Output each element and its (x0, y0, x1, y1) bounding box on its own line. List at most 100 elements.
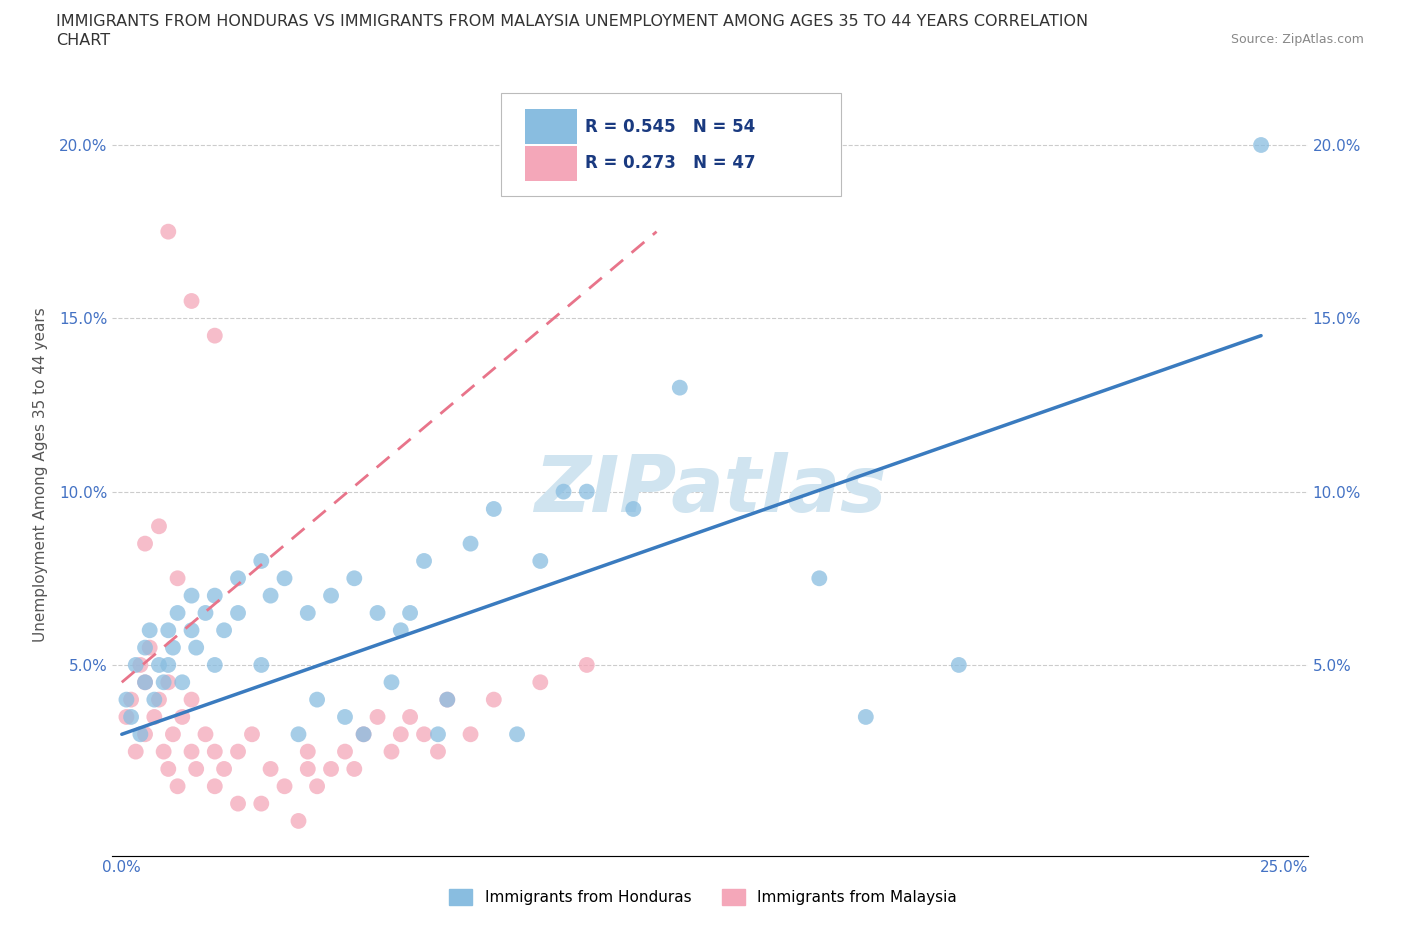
Point (134, 640, 156, 655)
Text: CHART: CHART (56, 33, 110, 47)
Point (529, 675, 551, 690)
Point (162, 727, 184, 742)
Point (436, 692, 458, 707)
Point (212, 623, 235, 638)
Point (297, 762, 319, 777)
Point (129, 727, 152, 742)
Point (212, 762, 235, 777)
Y-axis label: Unemployment Among Ages 35 to 44 years: Unemployment Among Ages 35 to 44 years (34, 307, 48, 642)
Point (166, 778, 188, 793)
Point (157, 224, 180, 239)
Point (204, 778, 226, 793)
Point (460, 537, 482, 551)
Point (297, 744, 319, 759)
Point (250, 553, 273, 568)
Point (380, 675, 402, 690)
Point (307, 692, 329, 707)
Point (353, 727, 375, 742)
Text: R = 0.545   N = 54: R = 0.545 N = 54 (585, 117, 755, 136)
FancyBboxPatch shape (524, 109, 578, 144)
Point (129, 658, 152, 672)
Text: R = 0.273   N = 47: R = 0.273 N = 47 (585, 154, 755, 172)
Point (166, 605, 188, 620)
Point (482, 501, 505, 516)
Point (226, 605, 249, 620)
Point (115, 710, 138, 724)
Point (134, 675, 156, 690)
Point (180, 744, 202, 759)
Point (186, 762, 208, 777)
Point (226, 796, 249, 811)
Point (134, 727, 156, 742)
Point (143, 710, 166, 724)
Point (669, 380, 692, 395)
Point (855, 710, 877, 724)
Point (389, 623, 412, 638)
Point (194, 605, 217, 620)
Point (120, 692, 142, 707)
Point (287, 814, 309, 829)
Point (240, 727, 263, 742)
Point (148, 692, 170, 707)
Point (380, 744, 402, 759)
FancyBboxPatch shape (501, 93, 842, 196)
Point (353, 727, 375, 742)
Point (389, 727, 412, 742)
Point (427, 727, 450, 742)
Point (259, 762, 281, 777)
Point (808, 571, 831, 586)
Point (157, 675, 180, 690)
Point (413, 727, 436, 742)
Point (180, 294, 202, 309)
Point (152, 744, 174, 759)
Point (204, 588, 226, 603)
Point (529, 553, 551, 568)
Point (157, 762, 180, 777)
Point (575, 658, 598, 672)
Point (273, 778, 295, 793)
Point (157, 658, 180, 672)
Point (157, 623, 180, 638)
Point (319, 762, 342, 777)
Point (186, 640, 208, 655)
Point (413, 553, 436, 568)
Point (297, 605, 319, 620)
Point (1250, 138, 1272, 153)
Point (166, 571, 188, 586)
Point (180, 692, 202, 707)
Point (138, 623, 160, 638)
Point (152, 675, 174, 690)
Point (134, 537, 156, 551)
Point (427, 744, 450, 759)
Point (333, 710, 356, 724)
Point (172, 710, 194, 724)
Text: Source: ZipAtlas.com: Source: ZipAtlas.com (1230, 33, 1364, 46)
Point (250, 796, 273, 811)
Point (343, 762, 366, 777)
Point (621, 501, 644, 516)
Point (148, 519, 170, 534)
Point (125, 658, 148, 672)
Point (138, 640, 160, 655)
Point (948, 658, 970, 672)
Point (120, 710, 142, 724)
Point (333, 744, 356, 759)
Point (307, 778, 329, 793)
Text: ZIPatlas: ZIPatlas (534, 452, 886, 527)
Point (226, 744, 249, 759)
Point (172, 675, 194, 690)
Point (482, 692, 505, 707)
Point (226, 571, 249, 586)
Point (204, 328, 226, 343)
Point (367, 605, 389, 620)
Point (250, 658, 273, 672)
Point (180, 588, 202, 603)
Point (319, 588, 342, 603)
Point (259, 588, 281, 603)
Point (125, 744, 148, 759)
Point (399, 605, 422, 620)
Point (204, 744, 226, 759)
Point (287, 727, 309, 742)
FancyBboxPatch shape (524, 146, 578, 180)
Point (134, 675, 156, 690)
